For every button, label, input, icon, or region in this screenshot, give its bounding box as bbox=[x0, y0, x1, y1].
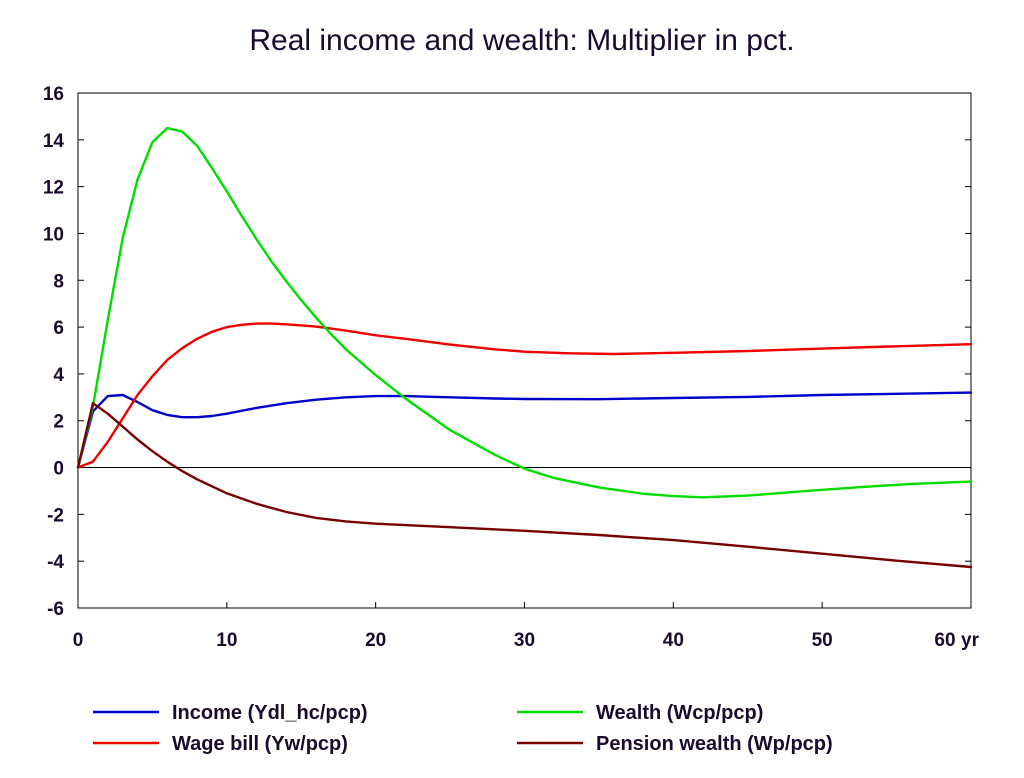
series-lines bbox=[76, 126, 973, 569]
series-line-1 bbox=[76, 391, 973, 469]
series-line-3 bbox=[76, 126, 973, 499]
y-tick-label: 6 bbox=[53, 318, 64, 339]
y-tick-label: -4 bbox=[47, 552, 64, 573]
x-tick-label: 10 bbox=[216, 630, 237, 651]
y-tick-label: -6 bbox=[47, 599, 64, 620]
x-tick-label: 0 bbox=[73, 630, 84, 651]
legend-label-3: Wealth (Wcp/pcp) bbox=[596, 702, 763, 724]
chart-title: Real income and wealth: Multiplier in pc… bbox=[249, 24, 794, 57]
y-tick-label: -2 bbox=[47, 505, 64, 526]
series-line-2 bbox=[76, 322, 973, 469]
legend-label-4: Pension wealth (Wp/pcp) bbox=[596, 733, 833, 755]
x-tick-label: 60 bbox=[934, 630, 955, 651]
x-tick-label: 40 bbox=[663, 630, 684, 651]
y-tick-label: 16 bbox=[43, 84, 64, 105]
y-tick-label: 14 bbox=[43, 131, 65, 152]
x-tick-label: 20 bbox=[365, 630, 386, 651]
y-tick-label: 0 bbox=[53, 459, 64, 480]
y-tick-label: 8 bbox=[53, 271, 64, 292]
y-tick-label: 10 bbox=[43, 224, 64, 245]
y-tick-label: 4 bbox=[53, 365, 64, 386]
y-tick-label: 2 bbox=[53, 412, 64, 433]
legend-label-1: Income (Ydl_hc/pcp) bbox=[172, 702, 368, 724]
x-unit-label: yr bbox=[961, 630, 980, 651]
y-tick-label: 12 bbox=[43, 178, 64, 199]
x-tick-label: 30 bbox=[514, 630, 535, 651]
legend: Income (Ydl_hc/pcp) Wage bill (Yw/pcp) Wea… bbox=[93, 702, 833, 755]
legend-label-2: Wage bill (Yw/pcp) bbox=[172, 733, 348, 755]
series-line-4 bbox=[76, 402, 973, 569]
x-tick-label: 50 bbox=[812, 630, 833, 651]
axes: -6 -4 -2 0 2 4 6 8 10 12 14 16 0 10 20 30 40 50 60 yr bbox=[43, 84, 980, 651]
